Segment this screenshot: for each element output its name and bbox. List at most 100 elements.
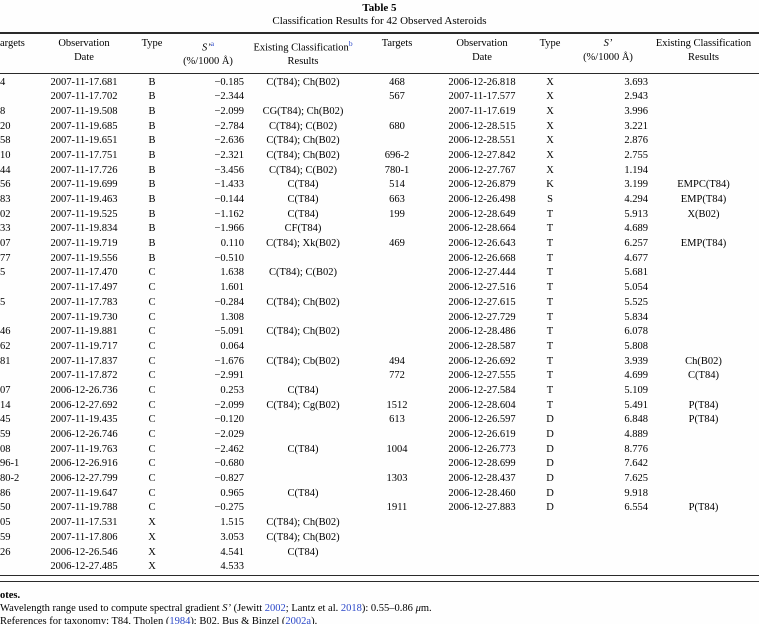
- cell-classification-right: [648, 252, 759, 267]
- footnote-marker-b[interactable]: b: [348, 39, 353, 48]
- citation-link[interactable]: 2018: [340, 602, 362, 614]
- cell-type-right: T: [546, 238, 554, 250]
- cell-obs-date-right: 2006-12-26.879: [448, 179, 516, 191]
- col-header-type-left: Type: [132, 32, 172, 74]
- cell-gradient-left: −2.784: [214, 120, 244, 132]
- cell-obs-date-right: 2006-12-28.699: [448, 458, 516, 470]
- table-row: 77 2007-11-19.556 B −0.510 2006-12-26.668 T 4.…: [0, 252, 759, 267]
- cell-gradient-right: 3.996: [624, 105, 648, 117]
- cell-gradient-left: −2.462: [214, 443, 244, 455]
- cell-type-right: S: [547, 194, 553, 205]
- cell-obs-date-right: 2007-11-17.577: [448, 91, 516, 103]
- cell-type-right: T: [546, 252, 554, 264]
- cell-classification-left: C(T84): [287, 487, 319, 499]
- cell-obs-date-left: 2006-12-26.546: [50, 546, 118, 558]
- cell-type-right: T: [546, 267, 554, 279]
- cell-classification-left: C(T84); Cb(B02): [266, 355, 340, 367]
- cell-obs-date-left: 2007-11-19.685: [50, 120, 118, 132]
- table-row: 26 2006-12-26.546 X 4.541 C(T84): [0, 546, 759, 561]
- cell-target-right: [362, 281, 432, 296]
- cell-target-right: [362, 340, 432, 355]
- cell-gradient-left: −5.091: [214, 326, 244, 338]
- cell-type-left: B: [148, 179, 156, 191]
- cell-gradient-left: 0.965: [220, 487, 244, 499]
- cell-classification-right: [648, 311, 759, 326]
- cell-type-right: D: [546, 502, 554, 514]
- cell-target-left: 86: [0, 487, 11, 499]
- cell-type-right: X: [546, 164, 554, 176]
- cell-type-right: T: [546, 208, 554, 220]
- citation-link[interactable]: 2002a: [285, 616, 312, 624]
- cell-target-right: 772: [389, 370, 405, 382]
- col-header-target-left: argets: [0, 32, 36, 74]
- cell-classification-right: EMP(T84): [680, 194, 727, 205]
- cell-target-left: 20: [0, 120, 11, 132]
- cell-classification-left: [244, 457, 362, 472]
- note-text: ): 0.55–0.86: [361, 602, 416, 614]
- cell-target-left: 26: [0, 546, 11, 558]
- cell-obs-date-right: 2006-12-26.619: [448, 429, 516, 440]
- citation-link[interactable]: 1984: [169, 616, 191, 624]
- cell-gradient-right: 4.689: [624, 223, 648, 235]
- cell-obs-date-right: [432, 516, 532, 531]
- cell-classification-left: C(T84); Ch(B02): [266, 149, 340, 161]
- cell-classification-left: [244, 252, 362, 267]
- table-body: 4 2007-11-17.681 B −0.185 C(T84); Ch(B02) 468…: [0, 73, 759, 576]
- cell-gradient-right: 6.554: [624, 502, 648, 514]
- cell-obs-date-right: 2006-12-28.604: [448, 399, 516, 411]
- cell-gradient-left: 1.601: [220, 282, 244, 294]
- cell-obs-date-left: 2007-11-19.647: [50, 487, 118, 499]
- cell-classification-right: Ch(B02): [685, 355, 722, 367]
- cell-classification-left: [244, 311, 362, 326]
- cell-gradient-left: 0.253: [220, 384, 244, 396]
- cell-obs-date-left: 2006-12-27.485: [50, 561, 118, 573]
- cell-gradient-left: 0.064: [220, 340, 244, 352]
- cell-gradient-right: 8.776: [624, 443, 648, 455]
- table-row: 50 2007-11-19.788 C −0.275 1911 2006-12-27.88…: [0, 501, 759, 516]
- table-row: 59 2007-11-17.806 X 3.053 C(T84); Ch(B02): [0, 531, 759, 546]
- table-row: 5 2007-11-17.783 C −0.284 C(T84); Ch(B02) 200…: [0, 296, 759, 311]
- cell-type-left: B: [148, 76, 156, 88]
- table-row: 2007-11-17.497 C 1.601 2006-12-27.516 T 5.054: [0, 281, 759, 296]
- cell-gradient-left: −2.029: [214, 429, 244, 440]
- cell-target-right: 567: [389, 91, 405, 103]
- cell-type-right: [532, 560, 568, 575]
- cell-target-left: 59: [0, 531, 11, 543]
- cell-classification-right: [648, 487, 759, 502]
- cell-obs-date-left: 2006-12-26.746: [50, 429, 118, 440]
- table-row: 07 2007-11-19.719 B 0.110 C(T84); Xk(B02) 469…: [0, 237, 759, 252]
- cell-target-left: 56: [0, 179, 11, 191]
- cell-obs-date-right: 2006-12-27.584: [448, 384, 516, 396]
- cell-type-right: T: [546, 326, 554, 338]
- cell-target-right: 494: [389, 355, 405, 367]
- citation-link[interactable]: 2002: [264, 602, 286, 614]
- cell-gradient-right: 4.677: [624, 252, 648, 264]
- cell-gradient-right: 5.525: [624, 296, 648, 308]
- cell-gradient-left: 1.308: [220, 311, 244, 323]
- cell-target-left: 07: [0, 384, 11, 396]
- table-number: Table 5: [362, 2, 397, 14]
- cell-target-left: 02: [0, 208, 11, 220]
- cell-type-right: X: [546, 76, 554, 88]
- cell-target-left: [0, 311, 36, 326]
- cell-type-right: X: [546, 91, 554, 103]
- cell-target-left: [0, 90, 36, 105]
- cell-target-left: 14: [0, 399, 11, 411]
- cell-classification-left: C(T84): [287, 179, 319, 191]
- table-row: 96-1 2006-12-26.916 C −0.680 2006-12-28.699 D…: [0, 457, 759, 472]
- cell-gradient-right: [568, 531, 648, 546]
- footnote-marker-a[interactable]: a: [210, 39, 215, 48]
- note-text: (Jewitt: [230, 602, 265, 614]
- cell-type-right: D: [546, 414, 554, 426]
- cell-target-right: [362, 457, 432, 472]
- cell-gradient-left: −1.433: [214, 179, 244, 191]
- cell-type-left: C: [148, 267, 156, 279]
- cell-type-left: B: [148, 135, 156, 147]
- cell-classification-left: C(T84); Ch(B02): [266, 76, 340, 88]
- cell-obs-date-right: 2006-12-27.444: [448, 267, 516, 279]
- cell-gradient-right: 5.054: [624, 282, 648, 294]
- table-row: 2007-11-17.702 B −2.344 567 2007-11-17.577 X 2…: [0, 90, 759, 105]
- col-header-gradient-right: S’ (%/1000 Å): [568, 32, 648, 74]
- cell-obs-date-right: 2006-12-27.615: [448, 296, 516, 308]
